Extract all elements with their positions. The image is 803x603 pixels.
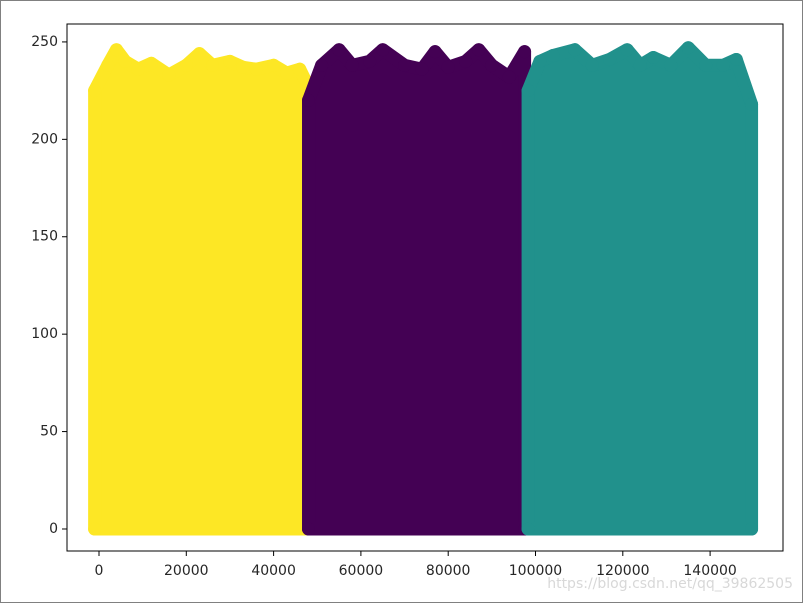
point xyxy=(729,52,743,66)
point xyxy=(699,58,713,72)
point xyxy=(533,54,547,68)
point xyxy=(345,58,359,72)
point-cloud xyxy=(88,43,317,536)
point xyxy=(664,58,678,72)
point xyxy=(293,62,307,76)
point xyxy=(302,522,316,536)
point xyxy=(376,43,390,57)
point-cloud xyxy=(302,43,532,536)
point xyxy=(192,47,206,61)
point xyxy=(144,56,158,70)
point xyxy=(459,54,473,68)
point xyxy=(101,58,115,72)
point xyxy=(131,62,145,76)
point xyxy=(485,58,499,72)
point xyxy=(223,54,237,68)
point xyxy=(88,84,102,98)
point xyxy=(716,58,730,72)
point xyxy=(620,43,634,57)
point xyxy=(585,58,599,72)
x-tick-label: 80000 xyxy=(426,563,471,579)
point xyxy=(267,58,281,72)
x-tick-label: 120000 xyxy=(596,563,649,579)
x-tick-label: 140000 xyxy=(683,563,736,579)
y-tick-label: 250 xyxy=(31,34,58,50)
point xyxy=(332,43,346,57)
point xyxy=(162,68,176,82)
point xyxy=(88,522,102,536)
point xyxy=(280,66,294,80)
point xyxy=(363,54,377,68)
y-tick-label: 50 xyxy=(40,424,58,440)
point xyxy=(236,60,250,74)
point xyxy=(249,62,263,76)
y-tick-label: 150 xyxy=(31,229,58,245)
point xyxy=(472,43,486,57)
point xyxy=(518,45,532,59)
point xyxy=(302,93,316,107)
point xyxy=(546,49,560,63)
point xyxy=(428,45,442,59)
watermark: https://blog.csdn.net/qq_39862505 xyxy=(547,576,793,592)
point-cloud xyxy=(521,41,759,536)
point xyxy=(118,54,132,68)
point xyxy=(745,97,759,111)
point xyxy=(568,43,582,57)
y-tick-label: 100 xyxy=(31,326,58,342)
point xyxy=(398,58,412,72)
point xyxy=(681,41,695,55)
point xyxy=(441,60,455,74)
point xyxy=(646,51,660,65)
point xyxy=(315,58,329,72)
x-tick-label: 40000 xyxy=(251,563,296,579)
x-tick-label: 0 xyxy=(95,563,104,579)
point xyxy=(521,84,535,98)
point xyxy=(502,70,516,84)
point xyxy=(109,43,123,57)
point xyxy=(415,62,429,76)
x-tick-label: 20000 xyxy=(164,563,209,579)
point xyxy=(179,58,193,72)
point xyxy=(205,58,219,72)
y-tick-label: 0 xyxy=(49,521,58,537)
y-tick-label: 200 xyxy=(31,131,58,147)
axes-frame xyxy=(66,23,784,552)
x-tick-label: 100000 xyxy=(509,563,562,579)
x-tick-label: 60000 xyxy=(339,563,384,579)
point xyxy=(603,52,617,66)
point xyxy=(633,58,647,72)
point xyxy=(521,522,535,536)
point xyxy=(745,522,759,536)
